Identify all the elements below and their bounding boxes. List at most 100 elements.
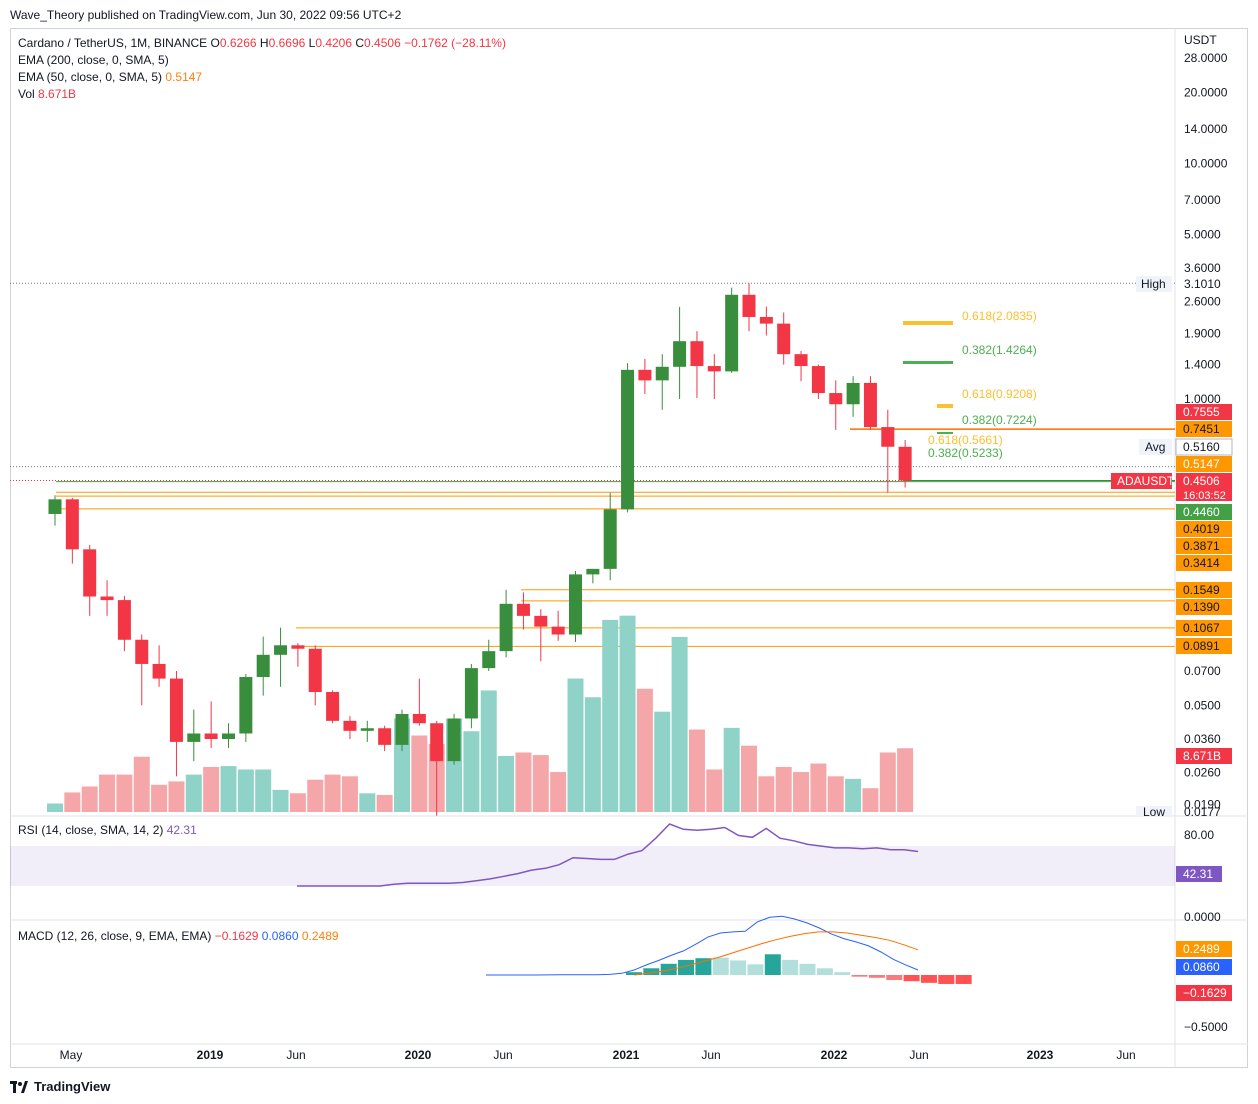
candle-body: [881, 427, 895, 447]
macd-histogram-bar: [834, 972, 851, 975]
candle-body: [655, 366, 669, 381]
rsi-axis-label: 80.00: [1184, 828, 1214, 842]
candle-body: [898, 446, 912, 481]
macd-histogram-bar: [955, 975, 972, 984]
price-badge-text: 0.5147: [1183, 457, 1220, 471]
candle-body: [135, 639, 149, 664]
fib-marker: [903, 361, 953, 364]
macd-line-value: 0.0860: [261, 929, 299, 943]
candle-body: [256, 654, 270, 678]
candle-body: [187, 733, 201, 742]
volume-bar: [741, 745, 757, 812]
volume-bar: [307, 779, 324, 812]
candle-body: [291, 645, 305, 649]
price-badge-text: 0.3414: [1183, 556, 1220, 570]
volume-bar: [116, 774, 133, 812]
volume-bar: [845, 778, 862, 812]
volume-bar: [81, 786, 98, 812]
volume-bar: [879, 752, 896, 812]
macd-histogram-bar: [816, 968, 833, 975]
fib-marker: [937, 404, 953, 408]
price-badge: [1176, 748, 1232, 764]
macd-signal-value: 0.2489: [301, 929, 339, 943]
price-badge: [1176, 504, 1232, 520]
rsi-value-badge-text: 42.31: [1183, 867, 1213, 881]
candle-body: [846, 382, 860, 405]
footer-brand[interactable]: TradingView: [10, 1079, 110, 1094]
candle-body: [239, 677, 253, 734]
candle-body: [499, 603, 513, 652]
high-label-box: [1136, 276, 1172, 292]
ohlc-low: 0.4206: [315, 36, 353, 50]
macd-histogram-bar: [799, 963, 816, 975]
volume-bar: [376, 795, 393, 812]
vol-label: Vol: [18, 87, 35, 101]
price-tick-label: 0.0700: [1184, 664, 1221, 678]
candle-body: [152, 663, 166, 679]
macd-histogram-bar: [938, 975, 955, 984]
published-text: Wave_Theory published on TradingView.com…: [10, 8, 402, 22]
volume-bar: [272, 789, 289, 812]
volume-bar: [758, 776, 775, 812]
time-tick-label: Jun: [909, 1048, 928, 1062]
price-badge: [1176, 638, 1232, 654]
price-badge: [1176, 456, 1232, 472]
volume-bar: [411, 735, 428, 812]
volume-bar: [619, 615, 636, 812]
price-badge: [1176, 538, 1232, 554]
candle-body: [65, 499, 79, 550]
volume-bar: [723, 727, 740, 812]
candle-body: [169, 678, 183, 742]
price-badge-text: 0.1549: [1183, 583, 1220, 597]
candle-body: [690, 341, 704, 367]
price-badge-text: 0.7451: [1183, 422, 1220, 436]
ohlc-high-label: H: [259, 36, 269, 50]
chart-frame: [10, 28, 1248, 1068]
macd-line: [486, 915, 919, 976]
candle-body: [326, 692, 340, 721]
volume-bar: [185, 774, 202, 812]
volume-bar: [324, 774, 341, 812]
rsi-legend[interactable]: RSI (14, close, SMA, 14, 2) 42.31: [18, 823, 197, 837]
candle-body: [222, 733, 235, 740]
candle-body: [707, 366, 721, 372]
price-badge-text: 0.4019: [1183, 522, 1220, 536]
price-badge-text: 0.4460: [1183, 505, 1220, 519]
price-tick-label: 28.0000: [1184, 51, 1228, 65]
symbol-title[interactable]: Cardano / TetherUS, 1M, BINANCE: [18, 36, 208, 50]
macd-histogram-bar: [903, 975, 920, 982]
price-badge: [1176, 404, 1232, 420]
price-badge-text: 8.671B: [1183, 749, 1221, 763]
time-tick-label: Jun: [1116, 1048, 1135, 1062]
fib-marker: [903, 321, 953, 325]
macd-histogram-bar: [782, 959, 799, 975]
volume-bar: [203, 766, 220, 812]
price-tick-label: 0.0190: [1184, 797, 1221, 811]
candle-body: [759, 316, 773, 324]
time-tick-label: 2020: [405, 1048, 432, 1062]
price-tick-label: 2.6000: [1184, 294, 1221, 308]
candle-body: [308, 648, 322, 693]
price-tick-label: 10.0000: [1184, 156, 1228, 170]
price-badge-text: 0.0891: [1183, 639, 1220, 653]
volume-bar: [793, 772, 810, 812]
time-tick-label: Jun: [286, 1048, 305, 1062]
price-badge: [1176, 620, 1232, 636]
volume-bar: [550, 772, 567, 812]
candle-body: [621, 369, 635, 510]
price-tick-label: 0.0360: [1184, 732, 1221, 746]
candle-body: [551, 626, 565, 635]
volume-bar: [584, 697, 601, 812]
time-tick-label: 2019: [197, 1048, 224, 1062]
legend-ema200[interactable]: EMA (200, close, 0, SMA, 5): [18, 52, 506, 69]
macd-legend[interactable]: MACD (12, 26, close, 9, EMA, EMA) −0.162…: [18, 929, 339, 943]
volume-bar: [47, 803, 63, 812]
volume-bar: [515, 752, 532, 812]
candle-body: [638, 369, 652, 381]
volume-bar: [237, 769, 254, 812]
legend-ema50[interactable]: EMA (50, close, 0, SMA, 5) 0.5147: [18, 69, 506, 86]
volume-bar: [341, 776, 358, 812]
legend-volume[interactable]: Vol 8.671B: [18, 86, 506, 103]
price-badge: [1176, 473, 1232, 501]
